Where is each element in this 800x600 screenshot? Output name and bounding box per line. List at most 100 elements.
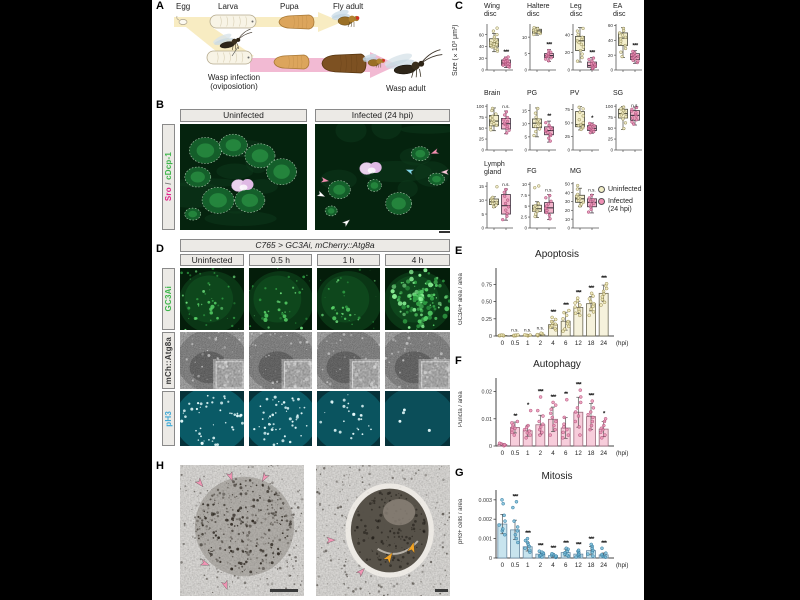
svg-text:18: 18 xyxy=(588,340,595,347)
svg-text:20: 20 xyxy=(479,56,485,61)
d-tile-mch-0 xyxy=(180,332,244,389)
mitosis-title: Mitosis xyxy=(541,471,573,482)
d-tile-mch-3 xyxy=(385,332,450,389)
wasp-infection-label: Wasp infection (oviposiotion) xyxy=(207,73,261,91)
panel-b-side-label: Sro / cDcp-1 xyxy=(162,124,175,230)
svg-text:*: * xyxy=(591,116,594,122)
b-micrograph-uninfected xyxy=(180,124,307,230)
d-tile-ph3-0 xyxy=(180,391,244,446)
svg-text:0.02: 0.02 xyxy=(482,390,493,396)
panel-h-label: H xyxy=(156,460,164,472)
svg-text:0: 0 xyxy=(501,562,505,569)
svg-text:0.003: 0.003 xyxy=(479,498,493,504)
svg-text:10: 10 xyxy=(479,198,485,203)
boxplot-mg: 0 10 20 30 40 50 n.s. xyxy=(565,181,599,231)
d-tile-mch-1 xyxy=(249,332,312,389)
d-tile-gc3-3 xyxy=(385,268,450,330)
svg-text:n.s.: n.s. xyxy=(537,326,544,331)
panel-a-label: A xyxy=(156,0,164,12)
svg-text:40: 40 xyxy=(479,44,485,49)
svg-text:0: 0 xyxy=(567,68,570,73)
h-em-micrograph-right xyxy=(316,465,450,596)
c-y-axis-label: Size (×10³ μm²) xyxy=(452,24,459,76)
svg-text:18: 18 xyxy=(588,450,595,457)
svg-text:10: 10 xyxy=(522,35,528,40)
boxplot-leg-disc: 0 20 40 *** xyxy=(565,24,599,73)
svg-text:2: 2 xyxy=(539,450,543,457)
d-tile-gc3-0 xyxy=(180,268,244,330)
cdcp1-label: cDcp-1 xyxy=(164,152,173,181)
figure-content: A Egg Larva Pupa Fly adult Wasp infectio… xyxy=(152,0,644,600)
svg-text:12: 12 xyxy=(575,450,582,457)
svg-text:***: *** xyxy=(588,285,594,292)
svg-text:40: 40 xyxy=(565,190,571,195)
infected-swatch xyxy=(598,198,605,205)
svg-text:0.25: 0.25 xyxy=(482,317,493,323)
svg-text:4: 4 xyxy=(551,450,555,457)
panel-d-label: D xyxy=(156,243,164,255)
stage-pupa-label: Pupa xyxy=(280,2,299,11)
legend-item-infected: Infected (24 hpi) xyxy=(598,198,641,214)
svg-text:0.5: 0.5 xyxy=(511,450,520,457)
svg-text:***: *** xyxy=(588,393,594,400)
svg-text:*: * xyxy=(603,410,606,417)
svg-text:0: 0 xyxy=(567,226,570,231)
svg-text:15: 15 xyxy=(479,184,485,189)
svg-text:***: *** xyxy=(601,275,607,282)
svg-text:***: *** xyxy=(601,540,607,547)
legend-infected-label: Infected xyxy=(608,198,633,205)
svg-text:0.5: 0.5 xyxy=(511,340,520,347)
boxplot-wing-disc: 0 20 40 60 *** xyxy=(479,24,513,73)
d-row-label-ph3: pH3 xyxy=(162,391,175,446)
stage-fly-adult-label: Fly adult xyxy=(333,2,364,11)
uninfected-swatch xyxy=(598,186,605,193)
svg-text:*: * xyxy=(527,402,530,409)
svg-text:0: 0 xyxy=(489,444,492,450)
svg-text:0: 0 xyxy=(501,450,505,457)
svg-text:n.s.: n.s. xyxy=(545,188,552,193)
boxplot-title-mg: MG xyxy=(570,168,582,175)
svg-text:18: 18 xyxy=(588,562,595,569)
svg-text:n.s.: n.s. xyxy=(524,327,531,332)
d-genotype-header: C765 > GC3Ai, mCherry::Atg8a xyxy=(180,239,450,252)
svg-text:***: *** xyxy=(563,302,569,309)
d-col-1h: 1 h xyxy=(317,254,380,266)
svg-text:***: *** xyxy=(550,309,556,316)
svg-text:n.s.: n.s. xyxy=(502,182,509,187)
panel-g-label: G xyxy=(455,467,464,479)
svg-text:0: 0 xyxy=(489,334,492,340)
svg-text:24: 24 xyxy=(600,340,607,347)
svg-text:10: 10 xyxy=(565,217,571,222)
boxplot-haltere-disc: 0 5 10 *** xyxy=(522,24,556,73)
svg-text:7.5: 7.5 xyxy=(521,193,528,198)
svg-text:(hpi): (hpi) xyxy=(616,450,628,457)
legend-uninfected-label: Uninfected xyxy=(608,186,642,193)
svg-text:***: *** xyxy=(525,530,531,537)
svg-text:100: 100 xyxy=(476,104,484,109)
svg-text:0.001: 0.001 xyxy=(479,537,493,543)
d-tile-ph3-1 xyxy=(249,391,312,446)
svg-text:20: 20 xyxy=(608,53,614,58)
svg-text:***: *** xyxy=(588,536,594,543)
svg-text:***: *** xyxy=(576,382,582,389)
d-tile-ph3-3 xyxy=(385,391,450,446)
svg-text:***: *** xyxy=(538,543,544,550)
svg-text:20: 20 xyxy=(565,50,571,55)
svg-text:n.s.: n.s. xyxy=(511,327,518,332)
boxplot-fg: 0 2.5 5 7.5 10 n.s. xyxy=(521,182,556,231)
svg-text:25: 25 xyxy=(479,137,485,142)
panel-f-label: F xyxy=(455,355,462,367)
barchart-mitosis: 0 0.001 0.002 0.003 0 0.5 *** 1 *** 2 *** 4 *** 6 *** 1… xyxy=(479,490,628,569)
svg-text:2: 2 xyxy=(539,562,543,569)
svg-text:***: *** xyxy=(546,43,552,49)
boxplot-title-brain: Brain xyxy=(484,90,501,97)
barchart-autophagy: 0 0.01 0.02 0 0.5 ** 1 * 2 *** 4 *** 6 ** 12 *** 18 *** 24… xyxy=(482,378,628,457)
svg-text:2.5: 2.5 xyxy=(521,215,528,220)
svg-text:n.s.: n.s. xyxy=(588,187,595,192)
svg-text:5: 5 xyxy=(481,212,484,217)
svg-text:***: *** xyxy=(563,540,569,547)
svg-text:6: 6 xyxy=(564,450,568,457)
svg-text:20: 20 xyxy=(565,208,571,213)
stage-egg-label: Egg xyxy=(176,2,191,11)
boxplot-lymph-gland: 0 5 10 15 n.s. xyxy=(479,182,513,231)
